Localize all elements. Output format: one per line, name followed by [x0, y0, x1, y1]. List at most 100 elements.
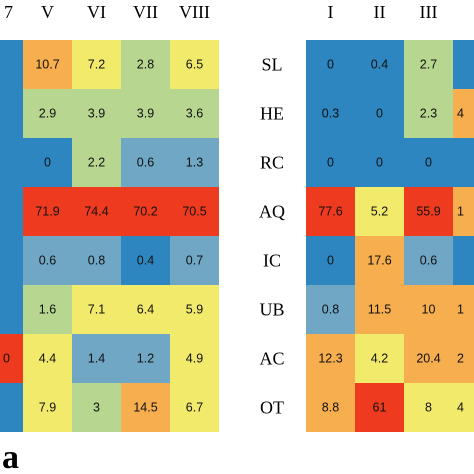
heatmap-cell — [355, 187, 404, 236]
row-label-AQ: AQ — [259, 202, 285, 222]
heatmap-cell — [72, 236, 121, 285]
heatmap-cell — [72, 334, 121, 383]
cell-value: 3.9 — [137, 107, 154, 121]
cell-value: 0 — [327, 254, 334, 268]
row-label-IC: IC — [263, 251, 281, 271]
row-label-RC: RC — [260, 153, 284, 173]
cell-value: 8.8 — [322, 401, 339, 415]
row-label-OT: OT — [260, 398, 284, 418]
cell-value: 10 — [422, 303, 436, 317]
heatmap-cell — [170, 383, 219, 432]
cell-value: 4.9 — [186, 352, 203, 366]
row-label-AC: AC — [259, 349, 284, 369]
heatmap-cell — [306, 138, 355, 187]
heatmap-cell — [72, 383, 121, 432]
cell-value: 55.9 — [416, 205, 440, 219]
cell-value: 8 — [425, 401, 432, 415]
heatmap-cell — [170, 138, 219, 187]
heatmap-cell — [23, 383, 72, 432]
column-header-partial: 7 — [4, 2, 13, 22]
heatmap-cell — [72, 285, 121, 334]
heatmap-cell-partial — [453, 89, 474, 138]
column-header-II: II — [374, 2, 386, 22]
heatmap-cell — [23, 334, 72, 383]
cell-value: 3.6 — [186, 107, 203, 121]
heatmap-cell — [404, 89, 453, 138]
column-header-VII: VII — [133, 2, 158, 22]
heatmap-cell — [121, 285, 170, 334]
heatmap-cell — [23, 89, 72, 138]
heatmap-cell — [121, 138, 170, 187]
cell-value: 2.7 — [420, 58, 437, 72]
heatmap-cell — [0, 89, 23, 138]
row-label-UB: UB — [259, 300, 284, 320]
heatmap-cell — [355, 89, 404, 138]
cell-value: 7.1 — [88, 303, 105, 317]
cell-value-partial: 4 — [457, 401, 464, 415]
heatmap-cell — [306, 187, 355, 236]
heatmap-cell-partial — [453, 334, 474, 383]
cell-value: 7.2 — [88, 58, 105, 72]
cell-value: 6.4 — [137, 303, 154, 317]
cell-value: 0.4 — [371, 58, 388, 72]
heatmap-cell — [0, 383, 23, 432]
cell-value: 4.4 — [39, 352, 56, 366]
heatmap-cell — [170, 89, 219, 138]
heatmap-cell — [121, 187, 170, 236]
row-labels: SL HE RC AQ IC UB AC OT — [259, 55, 285, 418]
heatmap-cell — [72, 89, 121, 138]
heatmap-cell — [121, 383, 170, 432]
row-label-SL: SL — [261, 55, 282, 75]
cell-value-partial: 4 — [457, 107, 464, 121]
cell-value: 11.5 — [368, 303, 391, 317]
cell-value-partial: 1 — [457, 303, 464, 317]
cell-value: 17.6 — [367, 254, 391, 268]
column-header-I: I — [328, 2, 334, 22]
cell-value: 74.4 — [84, 205, 108, 219]
heatmap-cell-partial — [453, 383, 474, 432]
heatmap-cell — [404, 187, 453, 236]
cell-value-partial: 2 — [457, 352, 464, 366]
cell-value: 3 — [93, 401, 100, 415]
heatmap-cell — [355, 236, 404, 285]
heatmap-cell — [23, 138, 72, 187]
heatmap-cell — [306, 334, 355, 383]
panel-label: a — [2, 439, 19, 474]
cell-value: 0.8 — [322, 303, 339, 317]
cell-value: 20.4 — [416, 352, 440, 366]
cell-value: 5.9 — [186, 303, 203, 317]
cell-value: 61 — [373, 401, 387, 415]
cell-value: 0 — [3, 352, 10, 366]
cell-value: 77.6 — [318, 205, 342, 219]
heatmap-cell — [0, 334, 23, 383]
cell-value: 0.8 — [88, 254, 105, 268]
column-header-VIII: VIII — [179, 2, 210, 22]
heatmap-cell — [23, 236, 72, 285]
heatmap-cell — [23, 187, 72, 236]
cell-value: 4.2 — [371, 352, 388, 366]
heatmap-cell — [355, 138, 404, 187]
cell-value: 12.3 — [318, 352, 342, 366]
heatmap-cell-partial — [453, 138, 474, 187]
heatmap-cell — [404, 383, 453, 432]
cell-value: 10.7 — [35, 58, 59, 72]
cell-value: 0 — [327, 58, 334, 72]
cell-value: 1.3 — [186, 156, 203, 170]
cell-value: 0 — [327, 156, 334, 170]
cell-value-partial: 1 — [457, 205, 464, 219]
heatmap-cell — [355, 383, 404, 432]
cell-value: 70.5 — [182, 205, 206, 219]
heatmap-cell — [0, 138, 23, 187]
heatmap-cell — [72, 40, 121, 89]
cell-value: 0 — [44, 156, 51, 170]
cell-value: 0.6 — [39, 254, 56, 268]
cell-value: 70.2 — [133, 205, 157, 219]
cell-value: 0 — [376, 156, 383, 170]
heatmap-cell-partial — [453, 187, 474, 236]
heatmap-cell-partial — [453, 40, 474, 89]
heatmap-cell — [404, 334, 453, 383]
cell-value: 2.3 — [420, 107, 437, 121]
cell-value: 1.2 — [137, 352, 154, 366]
heatmap-cell — [355, 40, 404, 89]
